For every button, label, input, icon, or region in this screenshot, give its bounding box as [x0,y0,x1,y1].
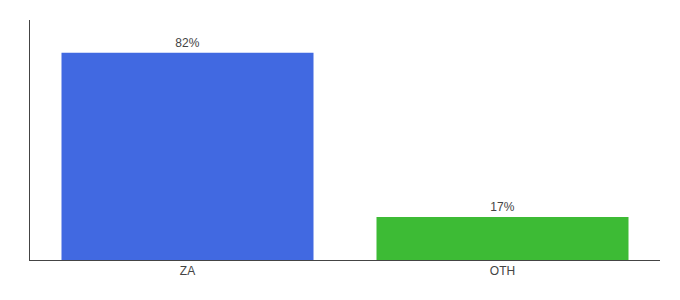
svg-text:OTH: OTH [490,264,515,278]
svg-text:17%: 17% [490,200,514,214]
svg-text:ZA: ZA [180,264,195,278]
svg-text:82%: 82% [175,36,199,50]
